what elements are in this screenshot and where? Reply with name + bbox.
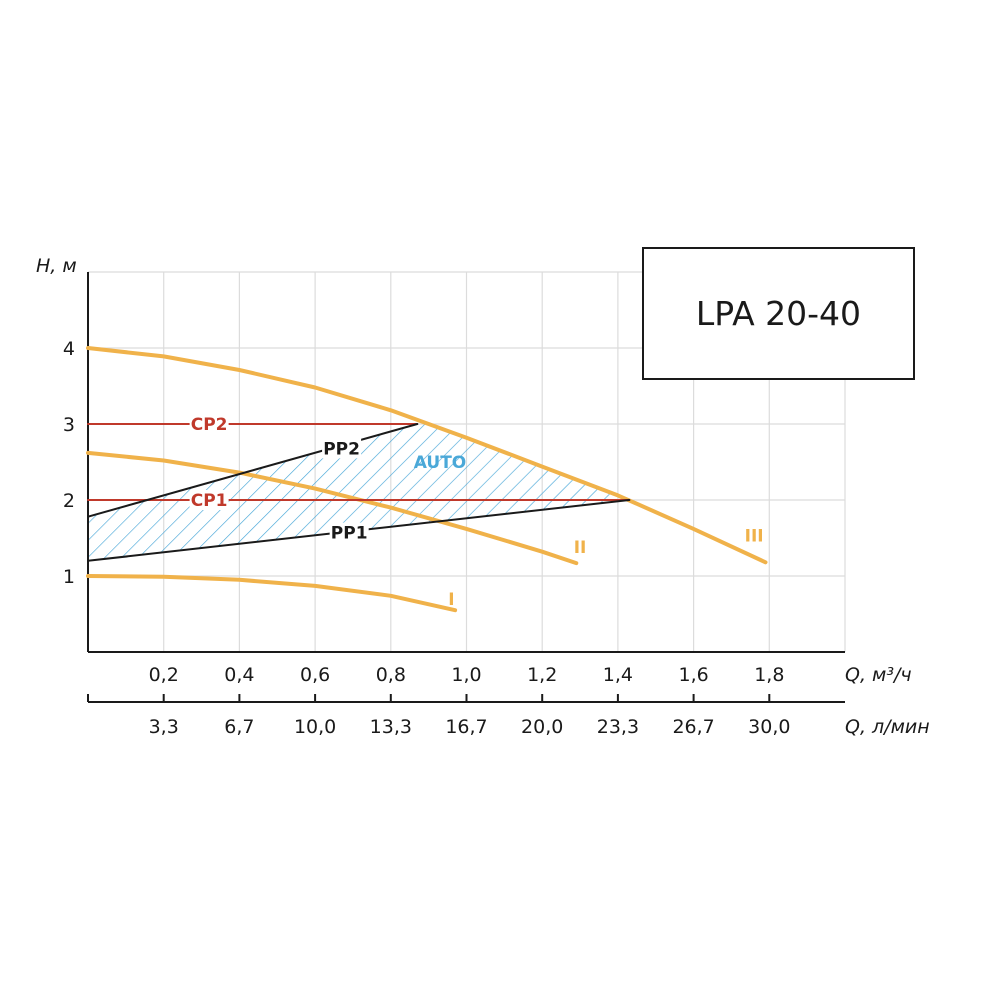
x-tick-label: 0,4 bbox=[224, 664, 254, 686]
auto-zone-hatch bbox=[88, 419, 630, 561]
label-bg-pp1 bbox=[329, 522, 369, 543]
series-line-i bbox=[86, 574, 458, 613]
curve-label-pp2: PP2 bbox=[323, 439, 360, 459]
title-box: LPA 20-40 bbox=[642, 247, 915, 380]
x-tick-label: 1,2 bbox=[527, 664, 557, 686]
curve-label-pp1: PP1 bbox=[331, 524, 368, 544]
series-line-iii bbox=[86, 346, 768, 565]
chart-title: LPA 20-40 bbox=[695, 294, 862, 333]
curve-label-iii: III bbox=[745, 527, 764, 547]
x-tick-label: 1,8 bbox=[754, 664, 784, 686]
x2-tick-label: 6,7 bbox=[224, 716, 254, 738]
x-tick-label: 1,6 bbox=[678, 664, 708, 686]
series-line-ii bbox=[86, 450, 579, 566]
y-tick-label: 2 bbox=[63, 490, 75, 512]
curve-label-auto: AUTO bbox=[414, 453, 467, 473]
x-tick-label: 1,0 bbox=[451, 664, 481, 686]
x2-tick-label: 23,3 bbox=[597, 716, 639, 738]
x2-tick-label: 26,7 bbox=[672, 716, 714, 738]
tick-labels: 0,2 3,3 0,4 6,7 0,6 10,0 0,8 13,3 1,0 16,7 1,2 20,0… bbox=[63, 338, 791, 738]
x2-tick-label: 3,3 bbox=[149, 716, 179, 738]
label-bg-cp2 bbox=[189, 414, 229, 434]
x2-tick-label: 13,3 bbox=[370, 716, 412, 738]
y-tick-label: 3 bbox=[63, 414, 75, 436]
x-tick-label: 0,6 bbox=[300, 664, 330, 686]
x-axis-label: Q, м³/ч bbox=[845, 664, 912, 686]
x-tick-label: 0,2 bbox=[149, 664, 179, 686]
series-line-pp2 bbox=[87, 423, 419, 518]
auto-zone bbox=[88, 419, 630, 561]
x2-tick-label: 10,0 bbox=[294, 716, 336, 738]
x-tick-label: 1,4 bbox=[603, 664, 633, 686]
label-bg-pp2 bbox=[322, 438, 362, 459]
y-tick-label: 4 bbox=[63, 338, 75, 360]
y-tick-label: 1 bbox=[63, 566, 75, 588]
x2-tick-label: 20,0 bbox=[521, 716, 563, 738]
y-axis-label: H, м bbox=[36, 255, 77, 277]
x2-tick-label: 30,0 bbox=[748, 716, 790, 738]
x2-tick-label: 16,7 bbox=[445, 716, 487, 738]
curve-label-cp2: CP2 bbox=[191, 415, 228, 435]
curve-label-ii: II bbox=[574, 538, 587, 558]
x2-axis-label: Q, л/мин bbox=[845, 716, 930, 738]
label-bg-cp1 bbox=[189, 490, 229, 510]
curve-label-cp1: CP1 bbox=[191, 491, 228, 511]
curve-label-i: I bbox=[448, 590, 454, 610]
x-tick-label: 0,8 bbox=[376, 664, 406, 686]
